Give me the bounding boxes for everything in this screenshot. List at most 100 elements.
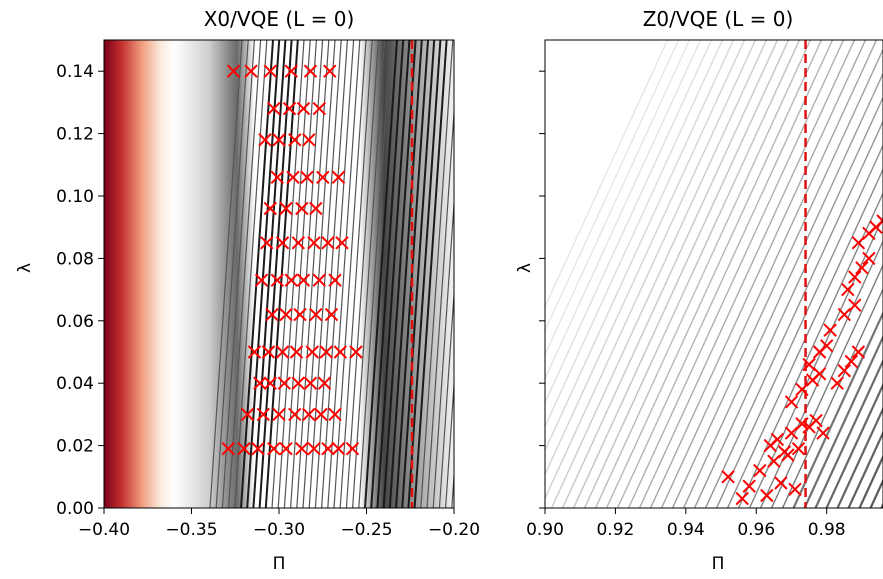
contour-line bbox=[545, 40, 735, 453]
contour-line bbox=[671, 48, 883, 508]
contour-line bbox=[693, 95, 883, 508]
contour-line bbox=[370, 40, 405, 508]
contour-line bbox=[572, 40, 790, 508]
contour-line bbox=[209, 40, 243, 508]
contour-line bbox=[814, 358, 883, 508]
contour-line bbox=[302, 40, 336, 508]
x-tick-label: 0.94 bbox=[667, 520, 705, 540]
contour-line bbox=[246, 40, 281, 508]
contour-line bbox=[333, 40, 367, 508]
contour-line bbox=[382, 40, 417, 508]
contour-line bbox=[545, 40, 702, 381]
contour-line bbox=[638, 40, 856, 508]
contour-line bbox=[364, 40, 398, 508]
y-tick-label: 0.12 bbox=[56, 125, 94, 145]
x-tick-label: 0.92 bbox=[596, 520, 634, 540]
contour-line bbox=[737, 191, 883, 508]
x-axis-label-z0: Π bbox=[712, 554, 725, 574]
contour-line bbox=[376, 40, 411, 508]
y-tick-label: 0.04 bbox=[56, 374, 94, 394]
contour-line bbox=[345, 40, 379, 508]
contour-line bbox=[432, 195, 454, 508]
panel-z0: 0.90 0.92 0.94 0.96 0.98 Z0/VQE (L = 0) Π λ bbox=[515, 7, 883, 574]
contour-line bbox=[704, 119, 883, 508]
contour-line bbox=[277, 40, 311, 508]
contour-line bbox=[296, 40, 330, 508]
contour-line bbox=[682, 71, 883, 508]
y-tick-label: 0.06 bbox=[56, 312, 94, 332]
x-tick-label: 0.90 bbox=[526, 520, 564, 540]
y-tick-label: 0.10 bbox=[56, 187, 94, 207]
contour-line bbox=[660, 40, 878, 508]
y-tick-label: 0.08 bbox=[56, 249, 94, 269]
contour-line bbox=[627, 40, 845, 508]
contour-line bbox=[825, 382, 883, 508]
contour-line bbox=[759, 239, 883, 508]
ticks-z0: 0.90 0.92 0.94 0.96 0.98 bbox=[526, 70, 846, 540]
contour-line bbox=[545, 40, 669, 309]
contour-line bbox=[803, 334, 883, 508]
contour-line bbox=[561, 40, 779, 508]
contour-line bbox=[792, 310, 883, 508]
y-tick-label: 0.02 bbox=[56, 437, 94, 457]
contour-line bbox=[550, 40, 768, 508]
contour-line bbox=[290, 40, 324, 508]
contour-line bbox=[388, 40, 423, 508]
y-tick-label: 0.00 bbox=[56, 499, 94, 519]
panel-x0: −0.40 −0.35 −0.30 −0.25 −0.20 0.00 0.02 0.04 0.0… bbox=[15, 7, 480, 574]
contour-line bbox=[215, 40, 249, 508]
contour-line bbox=[847, 430, 883, 508]
y-tick-label: 0.14 bbox=[56, 62, 94, 82]
y-axis-label-z0: λ bbox=[515, 263, 535, 273]
contour-line bbox=[545, 40, 746, 477]
contour-line bbox=[715, 143, 883, 508]
contour-line bbox=[545, 40, 713, 405]
contour-line bbox=[781, 287, 883, 508]
contour-line bbox=[321, 40, 355, 508]
contour-line bbox=[234, 40, 268, 508]
contour-line bbox=[858, 454, 883, 508]
ticks-x0: −0.40 −0.35 −0.30 −0.25 −0.20 0.00 0.02 0.04 0.0… bbox=[56, 62, 480, 540]
contour-line bbox=[545, 40, 680, 333]
contour-line bbox=[283, 40, 317, 508]
contour-line bbox=[314, 40, 348, 508]
contour-line bbox=[258, 40, 293, 508]
contour-line bbox=[308, 40, 342, 508]
contour-line bbox=[252, 40, 287, 508]
contour-line bbox=[228, 40, 262, 508]
contour-line bbox=[420, 40, 454, 508]
contour-line bbox=[445, 376, 454, 508]
contour-line bbox=[770, 263, 883, 508]
contour-line bbox=[451, 467, 454, 508]
x-tick-label: −0.40 bbox=[78, 520, 130, 540]
contour-line bbox=[616, 40, 834, 508]
contour-line bbox=[583, 40, 801, 508]
x-tick-label: −0.30 bbox=[253, 520, 305, 540]
contour-line bbox=[395, 40, 429, 508]
contour-line bbox=[352, 40, 386, 508]
contour-line bbox=[264, 40, 299, 508]
contour-line bbox=[726, 167, 883, 508]
x-tick-label: −0.25 bbox=[340, 520, 392, 540]
contour-line bbox=[221, 40, 255, 508]
axes-frame-z0 bbox=[544, 39, 883, 509]
x-tick-label: −0.20 bbox=[428, 520, 480, 540]
contour-line bbox=[594, 40, 812, 508]
x-tick-label: 0.96 bbox=[737, 520, 775, 540]
contour-line bbox=[438, 285, 454, 508]
contour-line bbox=[545, 40, 691, 357]
contour-line bbox=[271, 40, 305, 508]
contour-line bbox=[836, 406, 883, 508]
y-axis-label-x0: λ bbox=[15, 263, 35, 273]
x-tick-label: 0.98 bbox=[808, 520, 846, 540]
contour-line bbox=[327, 40, 361, 508]
contour-line bbox=[413, 40, 448, 508]
x-tick-label: −0.35 bbox=[165, 520, 217, 540]
chart-title-x0: X0/VQE (L = 0) bbox=[204, 7, 355, 31]
x-axis-label-x0: Π bbox=[273, 554, 286, 574]
contour-line bbox=[358, 40, 392, 508]
contour-line bbox=[339, 40, 373, 508]
contour-line bbox=[545, 40, 724, 429]
contour-line bbox=[605, 40, 823, 508]
